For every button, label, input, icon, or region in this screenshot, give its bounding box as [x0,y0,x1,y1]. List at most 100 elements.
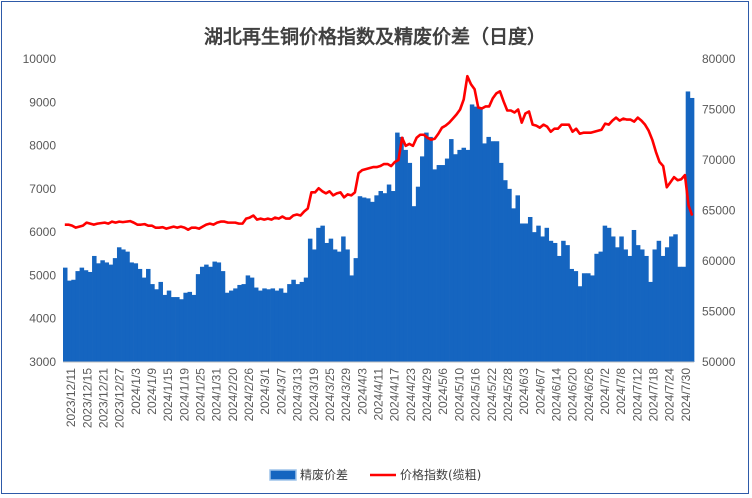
bar [92,255,97,362]
bar [378,191,383,362]
bar [316,227,321,362]
bar [619,236,624,362]
bar [490,141,496,362]
bar [83,270,89,362]
bar [199,266,205,362]
bar [241,284,247,362]
x-tick-label: 2024/4/3 [355,368,369,415]
x-tick-label: 2024/3/29 [339,368,353,422]
right-tick-label: 50000 [702,355,736,369]
x-axis: 2023/12/11 2023/12/15 2023/12/21 2023/12/27… [63,361,694,428]
bar [382,193,388,362]
bar [112,258,118,362]
legend-swatch-bar [269,469,297,481]
bar [129,262,134,362]
bar [187,291,193,362]
bar [685,91,691,363]
bar [515,195,520,362]
bar [220,271,226,362]
bar [262,288,267,362]
bar [386,184,392,362]
bar [224,292,230,362]
bar [478,108,483,362]
bar [428,136,433,362]
bar [108,264,114,362]
bar [96,263,101,362]
bar [116,247,122,362]
bar [635,245,641,362]
bar [258,290,263,362]
bar [677,266,682,362]
bar [183,292,188,362]
bar [278,288,284,362]
left-tick-label: 7000 [29,182,56,196]
x-tick-label: 2023/12/15 [80,368,94,428]
bar [283,292,288,362]
bar [440,165,446,362]
bar [519,223,525,362]
x-tick-label: 2024/7/30 [679,368,693,422]
x-tick-label: 2024/3/1 [258,368,272,415]
bar [457,149,462,362]
bar [411,206,417,362]
bar [324,242,330,362]
bar [598,251,604,362]
bar [341,236,346,362]
bar [137,268,143,362]
bar [403,149,408,362]
line-series [64,74,694,231]
bar [133,263,139,362]
x-tick-label: 2023/12/11 [64,368,78,427]
bar [299,281,305,362]
bar [166,290,172,362]
x-tick-label: 2024/4/17 [388,368,402,422]
bar [71,279,76,362]
left-tick-label: 8000 [29,139,56,153]
bar [586,273,591,362]
bar [390,191,396,362]
bar [436,165,442,362]
bar [673,234,678,362]
bar [208,266,213,362]
bar [486,136,491,362]
x-tick-label: 2024/5/10 [452,368,466,422]
bar [527,216,533,362]
x-tick-label: 2024/6/14 [549,368,563,422]
bar [332,249,338,362]
bar [648,281,653,362]
x-tick-label: 2024/6/26 [582,368,596,422]
bar [627,255,633,362]
x-tick-label: 2024/7/18 [647,368,661,422]
x-tick-label: 2024/5/28 [501,368,515,422]
x-tick-label: 2024/1/19 [177,368,191,422]
bar [162,294,168,362]
bar [469,104,475,362]
bar [395,132,400,362]
bar [461,147,467,362]
bar [274,290,280,362]
bar [415,186,421,362]
bar [237,284,242,362]
x-tick-label: 2024/7/8 [614,368,628,415]
left-tick-label: 3000 [29,355,56,369]
bar [606,227,612,362]
x-tick-label: 2024/1/15 [161,368,175,422]
bar [453,154,458,362]
bar [245,275,251,362]
bar [552,242,558,362]
bar [253,287,259,362]
x-tick-label: 2024/1/31 [210,368,224,422]
bar [577,286,583,362]
bar [320,225,325,362]
bar [544,227,550,362]
bar [353,258,359,362]
bar [79,267,85,362]
bar [366,198,371,362]
bar [482,143,487,362]
left-axis: 3000 4000 5000 6000 7000 8000 9000 10000 [23,52,57,369]
right-tick-label: 70000 [702,153,736,167]
bar [432,169,437,362]
bar [87,271,93,362]
bar [63,267,68,362]
bar [536,225,541,362]
